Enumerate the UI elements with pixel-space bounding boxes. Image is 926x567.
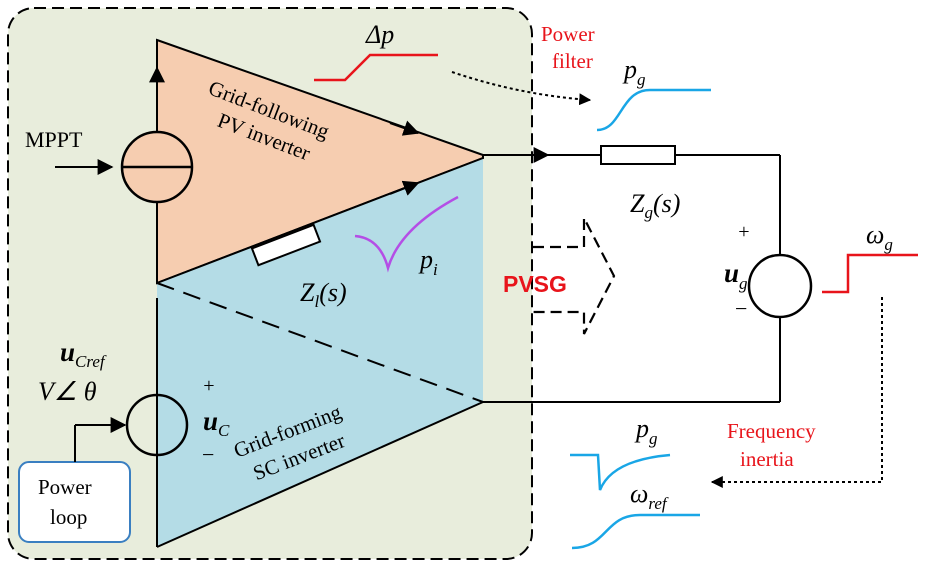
uc-minus: − <box>202 442 214 467</box>
pg-top-curve <box>596 88 711 132</box>
voltage-source-icon <box>125 393 189 457</box>
power-loop-box <box>18 461 131 543</box>
dashed-diagonal <box>156 282 484 403</box>
frequency-inertia-label-2: inertia <box>740 447 794 471</box>
zg-resistor-icon <box>600 145 676 165</box>
zg-label: Zg(s) <box>630 189 680 222</box>
ug-label: ug <box>724 258 748 293</box>
ug-minus: − <box>735 296 747 321</box>
power-filter-label-1: Power <box>541 22 595 46</box>
resistor-icon <box>250 223 322 267</box>
sc-inverter-block <box>157 158 483 547</box>
power-loop-label-1: Power <box>38 475 92 499</box>
omega-g-label: ωg <box>866 220 893 254</box>
pi-curve <box>354 195 459 273</box>
pg-top-label: pg <box>622 55 646 89</box>
frequency-inertia-label-1: Frequency <box>727 419 816 443</box>
ucref-label: uCref <box>60 337 107 371</box>
pvsg-label: PVSG <box>503 271 567 297</box>
power-loop-label-2: loop <box>50 505 87 529</box>
ug-plus: + <box>737 221 751 243</box>
omega-ref-curve <box>571 513 700 550</box>
pi-label: pi <box>418 245 438 279</box>
uc-label: uC <box>203 406 230 440</box>
omega-g-step <box>822 253 918 294</box>
mppt-label: MPPT <box>25 127 83 152</box>
pg-bottom-curve <box>570 453 671 491</box>
power-filter-label-2: filter <box>552 49 593 73</box>
pvsg-arrow <box>533 217 616 335</box>
current-source-icon <box>120 130 194 204</box>
pg-bottom-label: pg <box>634 414 658 448</box>
uc-plus: + <box>202 375 216 397</box>
frequency-inertia-arrow <box>710 297 883 488</box>
v-angle-label: V∠ θ <box>38 377 97 406</box>
omega-ref-label: ωref <box>630 479 669 513</box>
zl-label: Zl(s) <box>300 278 347 311</box>
grid-voltage-source-icon <box>747 253 813 319</box>
delta-p-step <box>314 53 438 82</box>
delta-p-label: Δp <box>365 20 394 49</box>
